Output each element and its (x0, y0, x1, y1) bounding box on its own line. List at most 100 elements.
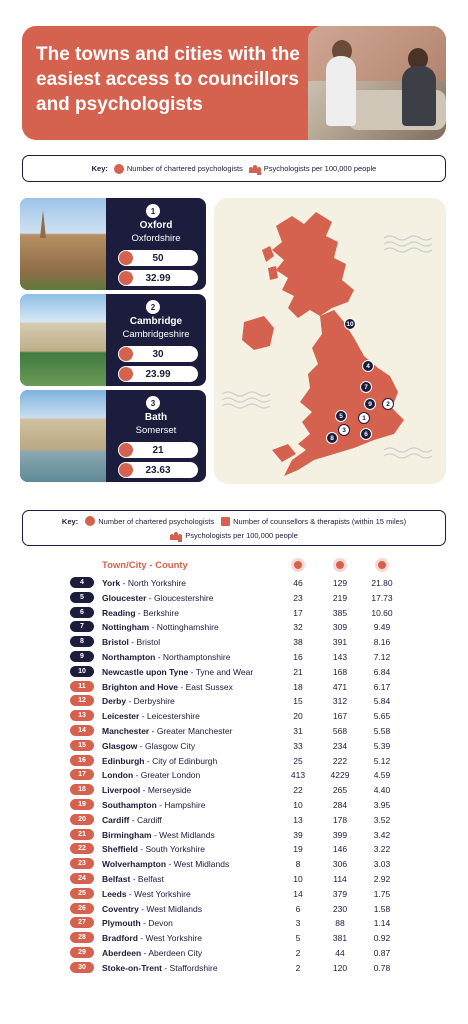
psychologists-cell: 10 (293, 874, 303, 884)
psychologists-cell: 16 (293, 652, 303, 662)
town-name: Edinburgh (102, 755, 145, 766)
town-name: Liverpool (102, 785, 141, 796)
town-name: Belfast (102, 874, 131, 884)
people-icon (119, 463, 133, 477)
counsellors-cell: 120 (332, 962, 348, 973)
per100k-pill: 32.99 (118, 270, 198, 286)
rank-badge: 5 (70, 591, 94, 603)
psychologists-cell: 413 (290, 770, 306, 781)
per100k-cell: 5.84 (373, 696, 391, 707)
counsellors-cell: 471 (332, 681, 348, 692)
town-cell: Glasgow - Glasgow City (102, 740, 196, 751)
rank-badge: 2 (146, 300, 160, 314)
per100k-pill: 23.63 (118, 462, 198, 478)
psychologists-pill: 30 (118, 346, 198, 362)
psychologists-cell: 22 (293, 785, 303, 796)
rank-badge: 21 (70, 828, 94, 840)
town-cell: Aberdeen - Aberdeen City (102, 948, 203, 958)
psychologists-value: 21 (152, 444, 164, 456)
psychologists-cell: 46 (293, 578, 303, 588)
psychologists-cell: 14 (293, 888, 303, 899)
town-name: Coventry (102, 903, 139, 914)
table-row: 11 Brighton and Hove - East Sussex 18 471 6.… (0, 680, 468, 694)
town-cell: Derby - Derbyshire (102, 696, 175, 707)
county-name: Berkshire (143, 607, 179, 618)
town-cell: Northampton - Northamptonshire (102, 652, 231, 662)
town-cell: Leeds - West Yorkshire (102, 888, 191, 899)
top-city-card-3: 3 Bath Somerset 21 23.63 (20, 390, 206, 482)
table-row: 24 Belfast - Belfast 10 114 2.92 (0, 872, 468, 886)
map-marker-3: 3 (338, 424, 350, 436)
per100k-cell: 0.92 (373, 933, 391, 944)
rank-badge: 11 (70, 680, 94, 692)
map-icon (333, 558, 347, 572)
rank-badge: 18 (70, 784, 94, 796)
key-label: Key: (91, 164, 108, 173)
town-name: Leeds (102, 888, 127, 899)
rank-badge: 17 (70, 769, 94, 781)
town-name: Stoke-on-Trent (102, 962, 162, 973)
psychologists-value: 30 (152, 348, 164, 360)
column-header-town: Town/City - County (102, 560, 188, 571)
rank-badge: 9 (70, 651, 94, 662)
card-county: Somerset (135, 425, 177, 436)
rank-badge: 7 (70, 621, 94, 633)
key-top: Key: Number of chartered psychologists P… (22, 155, 446, 182)
map-marker-5: 5 (335, 410, 347, 422)
brain-icon (119, 347, 133, 361)
top-city-card-1: 1 Oxford Oxfordshire 50 32.99 (20, 198, 206, 290)
per100k-cell: 7.12 (373, 652, 391, 662)
town-name: Derby (102, 696, 127, 707)
counsellors-cell: 284 (332, 800, 348, 810)
header-banner: The towns and cities with the easiest ac… (22, 26, 446, 140)
rank-badge: 30 (70, 961, 94, 973)
counsellors-cell: 312 (332, 696, 348, 707)
map-marker-9: 9 (364, 398, 376, 410)
per100k-cell: 2.92 (373, 874, 391, 884)
table-row: 18 Liverpool - Merseyside 22 265 4.40 (0, 783, 468, 797)
key-table: Key: Number of chartered psychologists N… (22, 510, 446, 546)
town-name: Northampton (102, 652, 156, 662)
table-row: 15 Glasgow - Glasgow City 33 234 5.39 (0, 739, 468, 753)
table-header: Town/City - County (0, 558, 468, 572)
table-row: 10 Newcastle upon Tyne - Tyne and Wear 21 1… (0, 665, 468, 679)
county-name: East Sussex (185, 681, 233, 692)
psychologists-cell: 10 (293, 800, 303, 810)
town-name: Southampton (102, 800, 157, 810)
town-name: Brighton and Hove (102, 681, 179, 692)
town-cell: Gloucester - Gloucestershire (102, 592, 214, 603)
rank-badge: 28 (70, 932, 94, 944)
town-cell: Wolverhampton - West Midlands (102, 859, 230, 870)
card-county: Cambridgeshire (122, 329, 190, 340)
psychologists-cell: 21 (293, 666, 303, 677)
psychologists-cell: 19 (293, 844, 303, 855)
uk-map: 10 4 7 9 2 5 1 3 6 8 (214, 198, 446, 484)
town-cell: Reading - Berkshire (102, 607, 179, 618)
psychologists-pill: 21 (118, 442, 198, 458)
county-name: Devon (148, 918, 173, 929)
county-name: West Midlands (146, 903, 202, 914)
per100k-cell: 5.58 (373, 726, 391, 736)
per100k-cell: 1.75 (373, 888, 391, 899)
key-psychologists-text: Number of chartered psychologists (126, 164, 243, 173)
people-icon (119, 271, 133, 285)
psychologists-pill: 50 (118, 250, 198, 266)
county-name: Belfast (137, 874, 164, 884)
rank-badge: 26 (70, 902, 94, 914)
per100k-cell: 8.16 (373, 637, 391, 648)
per100k-cell: 21.80 (371, 578, 393, 588)
county-name: Cardiff (136, 814, 162, 825)
card-city: Oxford (139, 220, 173, 231)
psychologists-cell: 33 (293, 740, 303, 751)
town-name: Gloucester (102, 592, 147, 603)
counsellors-cell: 129 (332, 578, 348, 588)
per100k-cell: 1.58 (373, 903, 391, 914)
town-cell: Stoke-on-Trent - Staffordshire (102, 962, 218, 973)
county-name: Gloucestershire (153, 592, 214, 603)
counsellors-cell: 222 (332, 755, 348, 766)
counsellors-cell: 114 (333, 874, 347, 884)
rank-badge: 6 (70, 606, 94, 618)
town-cell: Plymouth - Devon (102, 918, 173, 929)
town-cell: Southampton - Hampshire (102, 800, 206, 810)
county-name: South Yorkshire (145, 844, 206, 855)
